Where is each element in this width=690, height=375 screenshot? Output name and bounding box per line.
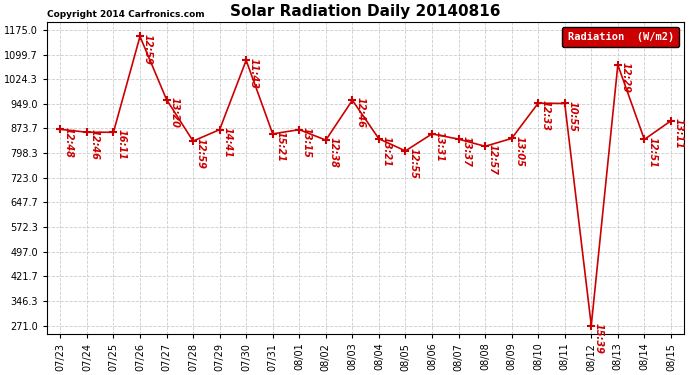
Legend: Radiation  (W/m2): Radiation (W/m2) <box>562 27 679 47</box>
Text: 12:33: 12:33 <box>541 100 551 131</box>
Text: 13:15: 13:15 <box>302 127 312 158</box>
Text: 13:11: 13:11 <box>673 118 684 149</box>
Text: 13:31: 13:31 <box>435 131 445 162</box>
Text: 12:57: 12:57 <box>488 144 498 174</box>
Text: 15:21: 15:21 <box>275 131 286 162</box>
Text: 12:46: 12:46 <box>90 129 99 160</box>
Text: 11:43: 11:43 <box>249 57 259 88</box>
Text: 12:29: 12:29 <box>620 62 631 93</box>
Text: 12:55: 12:55 <box>408 148 418 179</box>
Text: 13:05: 13:05 <box>515 136 524 166</box>
Text: 13:21: 13:21 <box>382 136 392 167</box>
Text: 12:38: 12:38 <box>328 137 339 168</box>
Text: 16:11: 16:11 <box>116 129 126 160</box>
Text: 12:48: 12:48 <box>63 126 73 158</box>
Text: 13:20: 13:20 <box>169 97 179 128</box>
Text: 14:41: 14:41 <box>222 127 233 158</box>
Text: 15:39: 15:39 <box>594 323 604 354</box>
Text: 12:51: 12:51 <box>647 136 657 168</box>
Text: 13:37: 13:37 <box>462 136 471 167</box>
Text: 12:59: 12:59 <box>143 34 152 64</box>
Text: Copyright 2014 Carfronics.com: Copyright 2014 Carfronics.com <box>47 10 205 19</box>
Text: 12:46: 12:46 <box>355 98 365 128</box>
Title: Solar Radiation Daily 20140816: Solar Radiation Daily 20140816 <box>230 4 501 19</box>
Text: 12:59: 12:59 <box>196 138 206 169</box>
Text: 10:55: 10:55 <box>567 101 578 132</box>
